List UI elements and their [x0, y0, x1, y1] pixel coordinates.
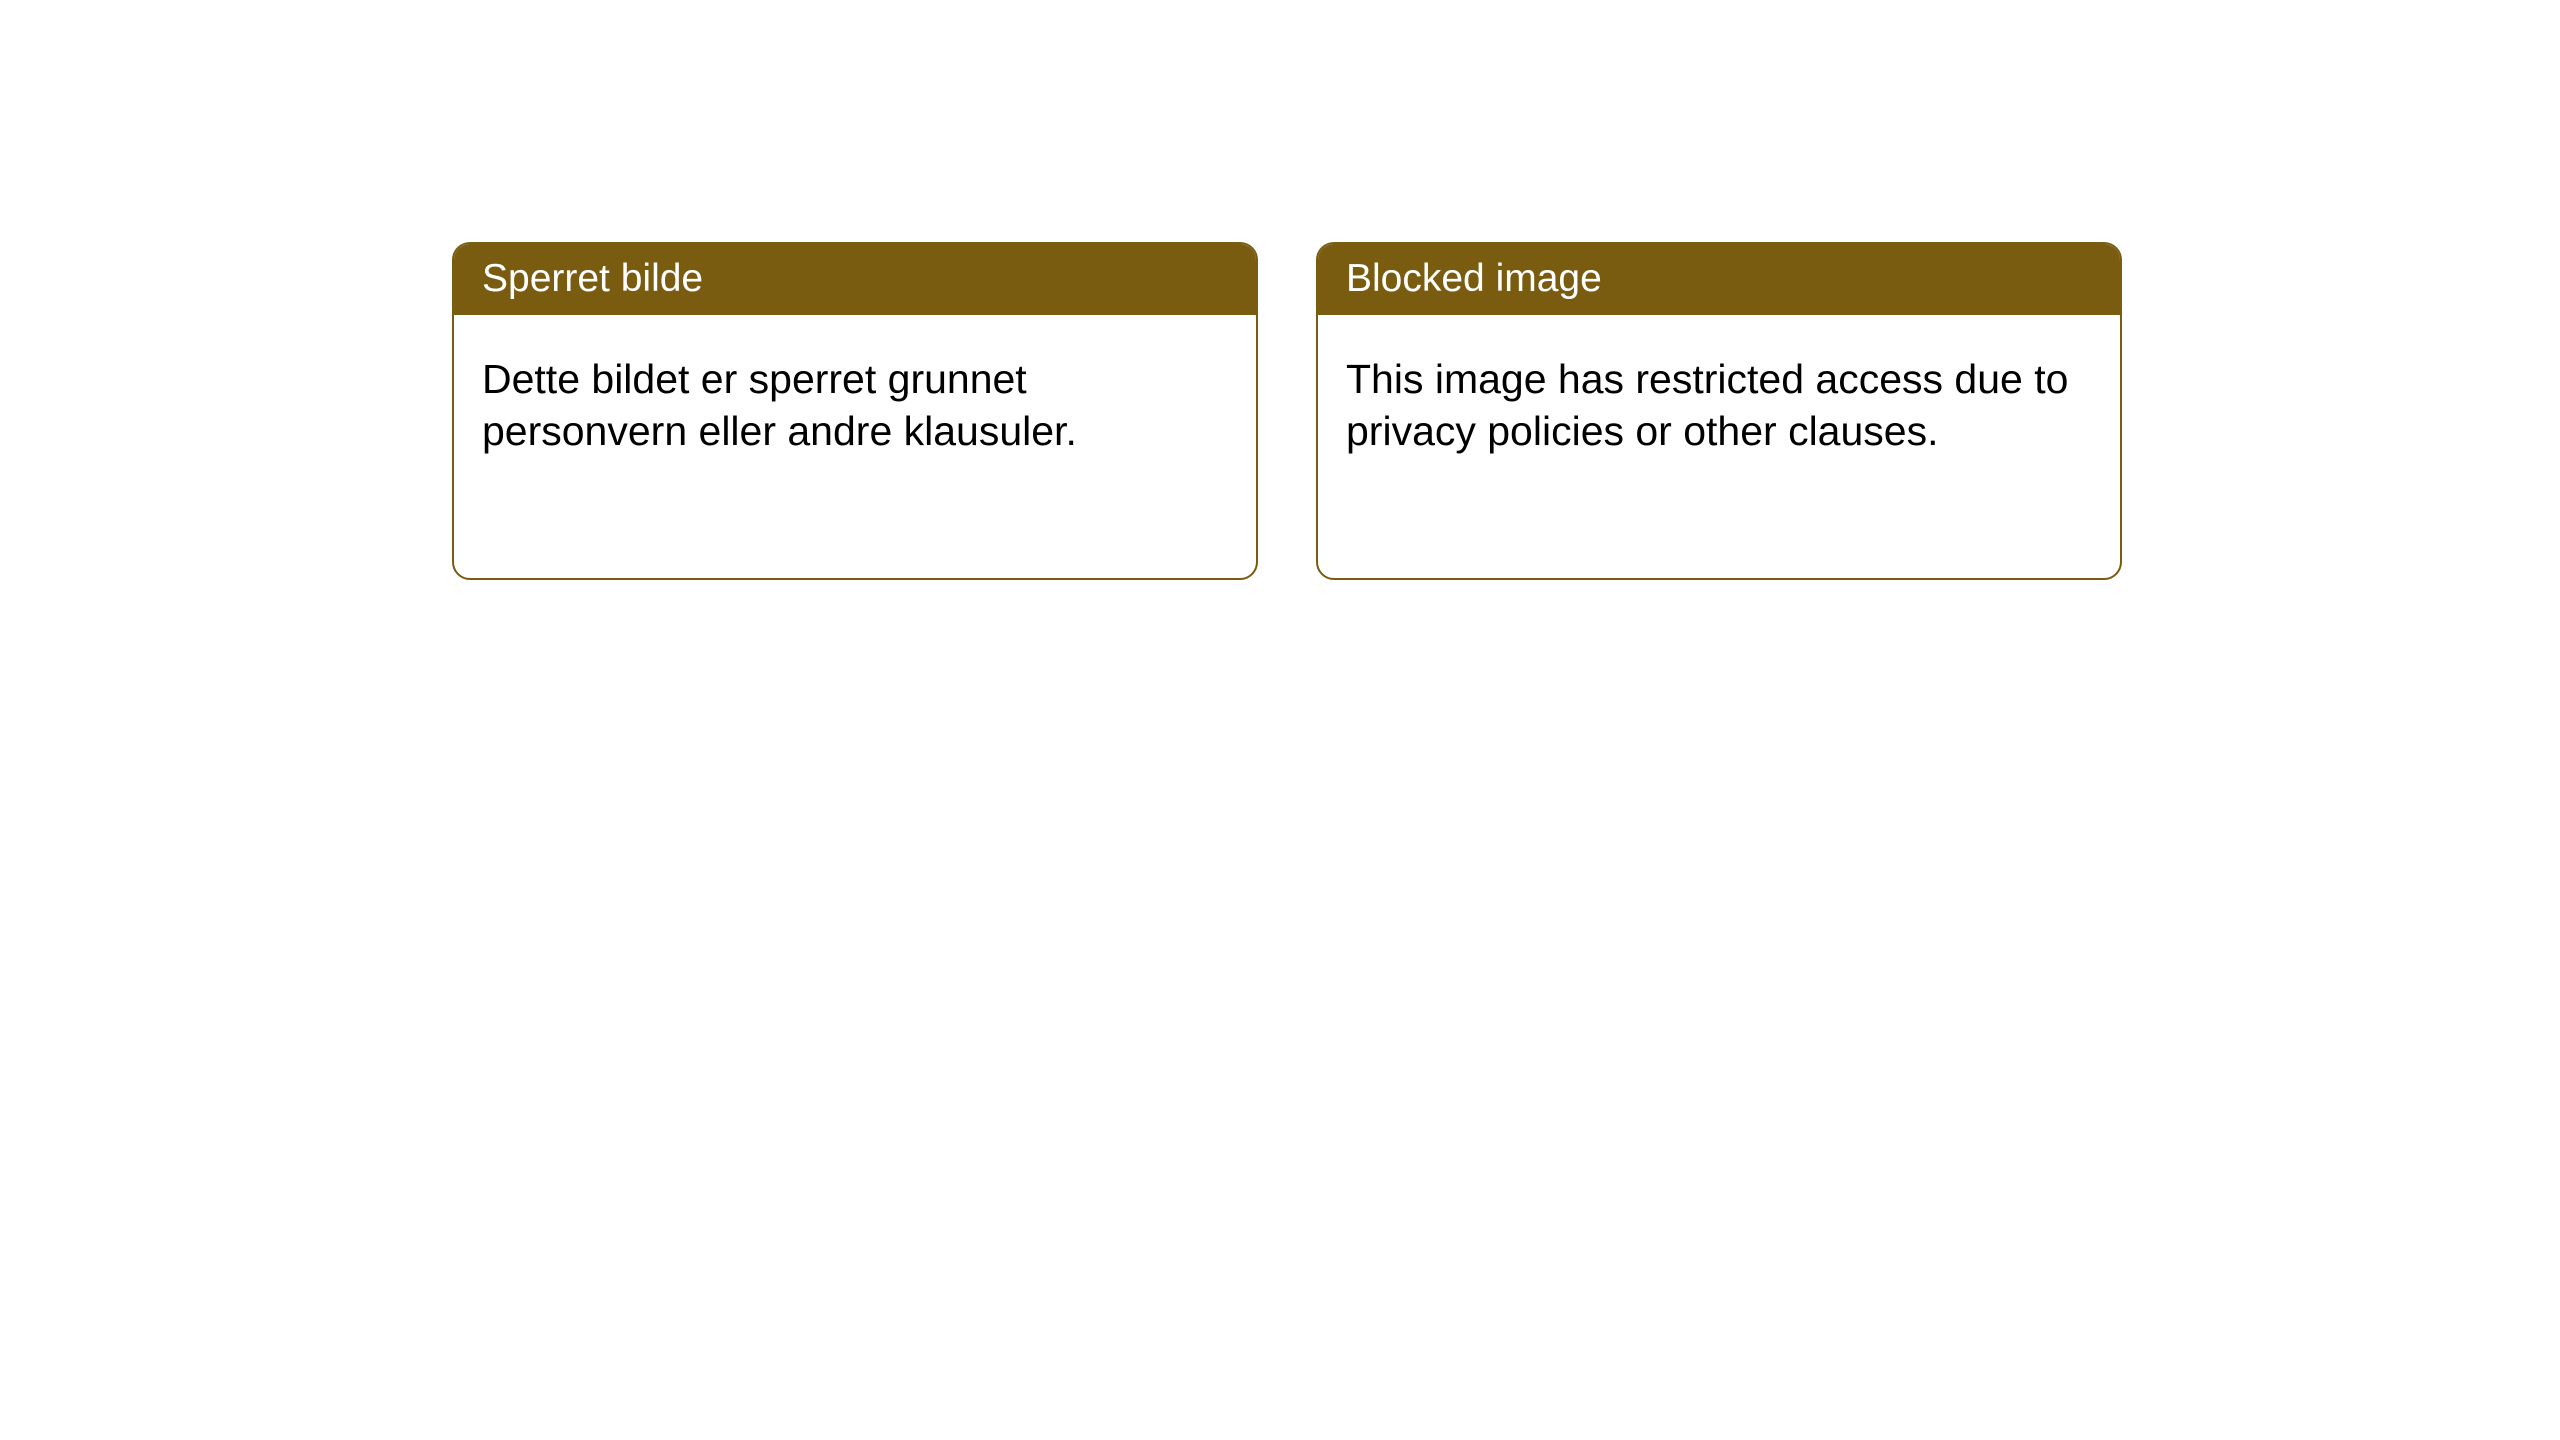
card-body-no: Dette bildet er sperret grunnet personve… — [454, 315, 1256, 496]
blocked-image-cards: Sperret bilde Dette bildet er sperret gr… — [452, 242, 2122, 580]
blocked-image-card-no: Sperret bilde Dette bildet er sperret gr… — [452, 242, 1258, 580]
blocked-image-card-en: Blocked image This image has restricted … — [1316, 242, 2122, 580]
card-body-en: This image has restricted access due to … — [1318, 315, 2120, 496]
card-header-en: Blocked image — [1318, 244, 2120, 315]
card-header-no: Sperret bilde — [454, 244, 1256, 315]
